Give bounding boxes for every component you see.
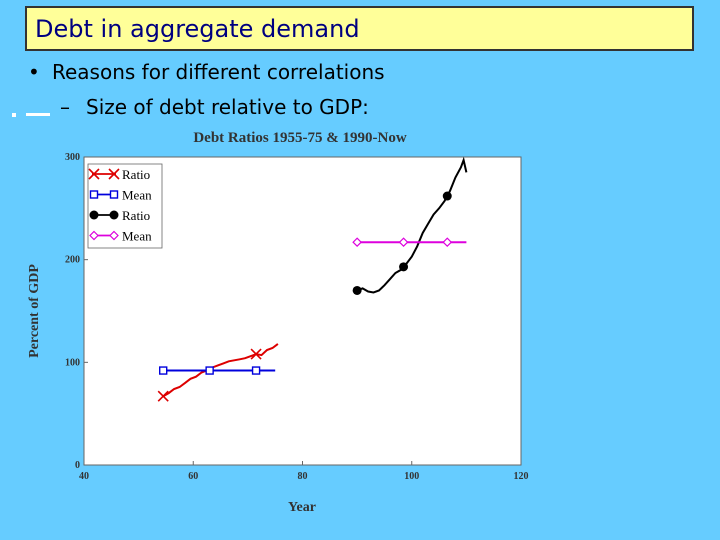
series-2-marker [159, 366, 168, 375]
legend-marker-3 [109, 210, 119, 220]
y-tick-label: 0 [75, 460, 80, 471]
series-3-marker [442, 191, 452, 201]
x-tick-label: 60 [188, 471, 198, 482]
legend-marker-4 [109, 230, 119, 241]
legend-marker-1 [108, 168, 120, 180]
legend-marker-2 [89, 190, 99, 199]
legend-marker-4 [89, 230, 99, 241]
decoration-bar [26, 113, 50, 116]
legend-box [87, 163, 163, 249]
y-axis-label: Percent of GDP [27, 264, 42, 358]
series-3-marker [399, 262, 409, 272]
bullet-item: • Reasons for different correlations [28, 60, 385, 84]
y-tick-label: 200 [65, 255, 80, 266]
series-4-marker [352, 237, 362, 248]
sub-bullet-text: Size of debt relative to GDP: [86, 95, 369, 119]
bullet-text: Reasons for different correlations [52, 60, 385, 84]
slide-title: Debt in aggregate demand [35, 15, 360, 43]
x-tick-label: 120 [514, 471, 529, 482]
x-axis-label: Year [288, 500, 316, 515]
x-tick-label: 80 [298, 471, 308, 482]
legend-marker-1 [88, 168, 100, 180]
series-4-marker [398, 237, 409, 248]
series-1-marker [250, 348, 262, 360]
legend: Ratio Mean Ratio Mean [87, 163, 163, 249]
slide-title-box: Debt in aggregate demand [25, 6, 694, 51]
legend-marker-3 [89, 210, 99, 220]
y-ticks: 0 100 200 300 [65, 152, 88, 471]
x-tick-label: 40 [79, 471, 89, 482]
series-line-3 [356, 156, 468, 294]
series-line-1 [162, 343, 279, 398]
series-2-marker [205, 366, 214, 375]
legend-marker-2 [109, 190, 119, 199]
series-1-marker [157, 390, 169, 402]
x-ticks: 40 60 80 100 120 [79, 461, 529, 482]
slide-decoration [12, 113, 50, 117]
legend-label-2: Mean [122, 188, 152, 203]
x-tick-label: 100 [404, 471, 419, 482]
series-3-marker [352, 285, 362, 295]
chart-title: Debt Ratios 1955-75 & 1990-Now [193, 130, 406, 146]
legend-label-4: Mean [122, 229, 152, 244]
decoration-dot [12, 113, 16, 117]
sub-bullet-item: – Size of debt relative to GDP: [60, 95, 369, 119]
sub-bullet-glyph: – [60, 95, 70, 119]
series-2-marker [251, 366, 261, 375]
legend-label-3: Ratio [122, 208, 150, 223]
y-tick-label: 100 [65, 357, 80, 368]
y-tick-label: 300 [65, 152, 80, 163]
bullet-glyph: • [28, 60, 40, 84]
data-series [157, 156, 468, 402]
series-4-marker [442, 237, 453, 248]
legend-label-1: Ratio [122, 167, 150, 182]
